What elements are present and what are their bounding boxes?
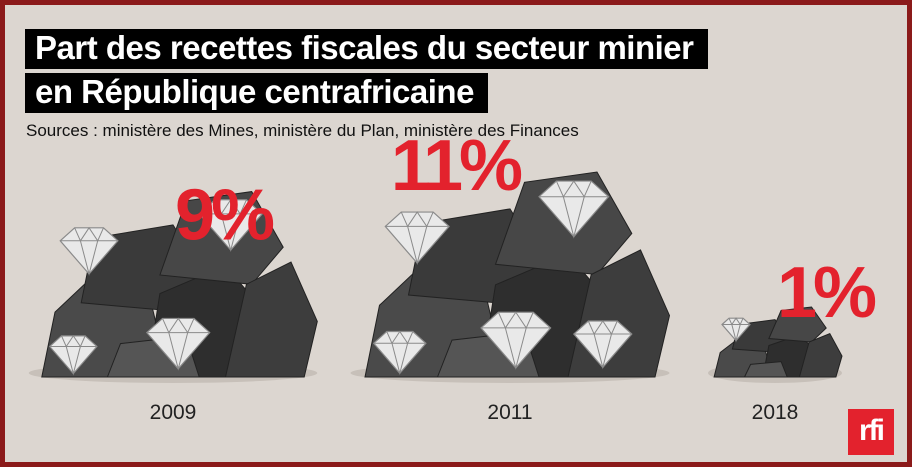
diamond-icon [198, 198, 264, 253]
diamond-icon [538, 180, 610, 239]
rock-pile-2009 [28, 191, 318, 383]
rock-pile-2011 [350, 171, 671, 383]
title-line-1: Part des recettes fiscales du secteur mi… [25, 29, 708, 69]
value-label-2018: 1% [777, 253, 876, 333]
rfi-logo: rfi [848, 409, 894, 455]
rock [743, 361, 788, 378]
diamond-icon [572, 320, 633, 370]
rock-pile-2018 [708, 306, 843, 383]
diamond-icon [372, 330, 427, 376]
title-line-2: en République centrafricaine [25, 73, 488, 113]
year-label-2011: 2011 [487, 401, 532, 424]
rock [224, 261, 318, 378]
diamond-icon [59, 226, 119, 276]
diamond-icon [48, 334, 98, 376]
diamond-icon [480, 311, 552, 370]
chart-area: 9% 2009 11% 2011 1% 2018 [28, 126, 880, 424]
rock [768, 306, 827, 343]
year-label-2009: 2009 [150, 401, 197, 424]
diamond-icon [384, 211, 450, 266]
value-label-2009: 9% [175, 176, 274, 256]
year-label-2018: 2018 [752, 401, 799, 424]
diamond-icon [721, 317, 751, 343]
value-label-2011: 11% [391, 126, 522, 206]
sources-subtitle: Sources : ministère des Mines, ministère… [26, 121, 579, 140]
rock [798, 332, 843, 378]
diamond-icon [145, 317, 211, 371]
